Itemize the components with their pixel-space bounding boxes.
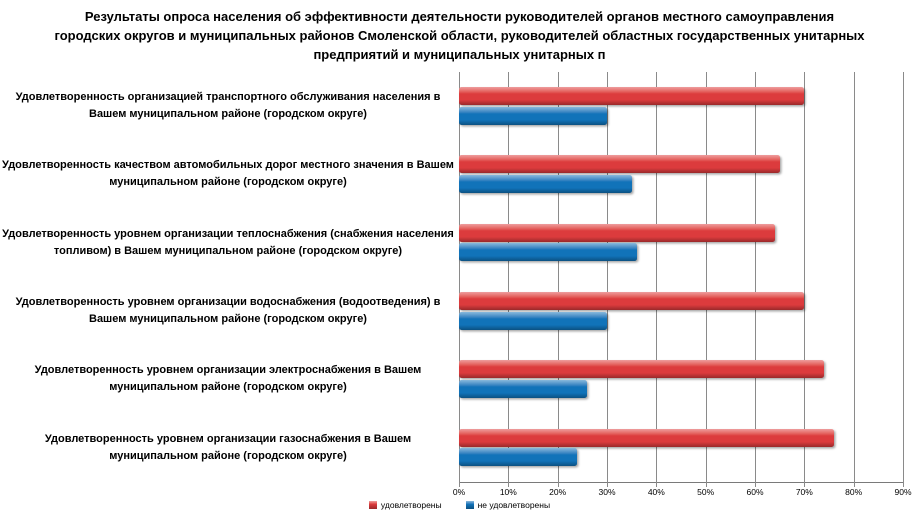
bar-dissatisfied [459, 448, 578, 467]
legend: удовлетворены не удовлетворены [0, 500, 919, 510]
bar-dissatisfied [459, 243, 637, 262]
bar-dissatisfied [459, 311, 607, 330]
x-tick-label: 30% [598, 487, 616, 497]
legend-swatch-dissatisfied [465, 501, 474, 509]
tick-mark [656, 482, 658, 487]
category-label: Удовлетворенность качеством автомобильны… [2, 159, 454, 189]
category-label: Удовлетворенность уровнем организации те… [2, 227, 454, 257]
x-tick-label: 0% [452, 487, 466, 497]
gridline [853, 72, 855, 482]
x-tick-label: 90% [894, 487, 912, 497]
gridline [656, 72, 658, 482]
tick-mark [459, 482, 460, 487]
bar-dissatisfied [459, 174, 632, 193]
x-tick-label: 80% [845, 487, 863, 497]
x-tick-label: 60% [746, 487, 764, 497]
bar-satisfied [459, 155, 780, 174]
bar-dissatisfied [459, 106, 607, 125]
category-label: Удовлетворенность уровнем организации эл… [34, 364, 422, 394]
tick-mark [705, 482, 707, 487]
chart-title: Результаты опроса населения об эффективн… [54, 9, 865, 62]
legend-label: не удовлетворены [477, 500, 551, 510]
category-label: Удовлетворенность организацией транспорт… [15, 91, 441, 121]
tick-mark [508, 482, 510, 487]
tick-mark [557, 482, 559, 487]
tick-mark [853, 482, 855, 487]
plot-area [459, 72, 904, 483]
gridline [754, 72, 756, 482]
category-label: Удовлетворенность уровнем организации га… [44, 432, 412, 462]
gridline [903, 72, 904, 482]
tick-mark [804, 482, 806, 487]
tick-mark [755, 482, 756, 487]
gridline [508, 72, 510, 482]
bar-satisfied [459, 292, 805, 310]
gridline [606, 72, 608, 482]
legend-item-satisfied: удовлетворены [368, 500, 442, 510]
bar-satisfied [459, 360, 825, 379]
bar-satisfied [459, 428, 834, 447]
category-label: Удовлетворенность уровнем организации во… [15, 296, 441, 326]
x-tick-label: 70% [795, 487, 813, 497]
legend-swatch-satisfied [368, 501, 377, 509]
gridline [459, 72, 460, 482]
x-tick-label: 10% [499, 487, 517, 497]
tick-mark [607, 482, 608, 487]
gridline [804, 72, 806, 482]
x-tick-label: 40% [647, 487, 665, 497]
bar-satisfied [459, 87, 805, 105]
gridline [557, 72, 559, 482]
x-tick-label: 50% [697, 487, 715, 497]
bar-satisfied [459, 223, 775, 242]
legend-item-dissatisfied: не удовлетворены [465, 500, 551, 510]
legend-label: удовлетворены [380, 500, 442, 510]
gridline [705, 72, 707, 482]
bar-dissatisfied [459, 379, 588, 398]
tick-mark [903, 482, 904, 487]
x-tick-label: 20% [549, 487, 567, 497]
